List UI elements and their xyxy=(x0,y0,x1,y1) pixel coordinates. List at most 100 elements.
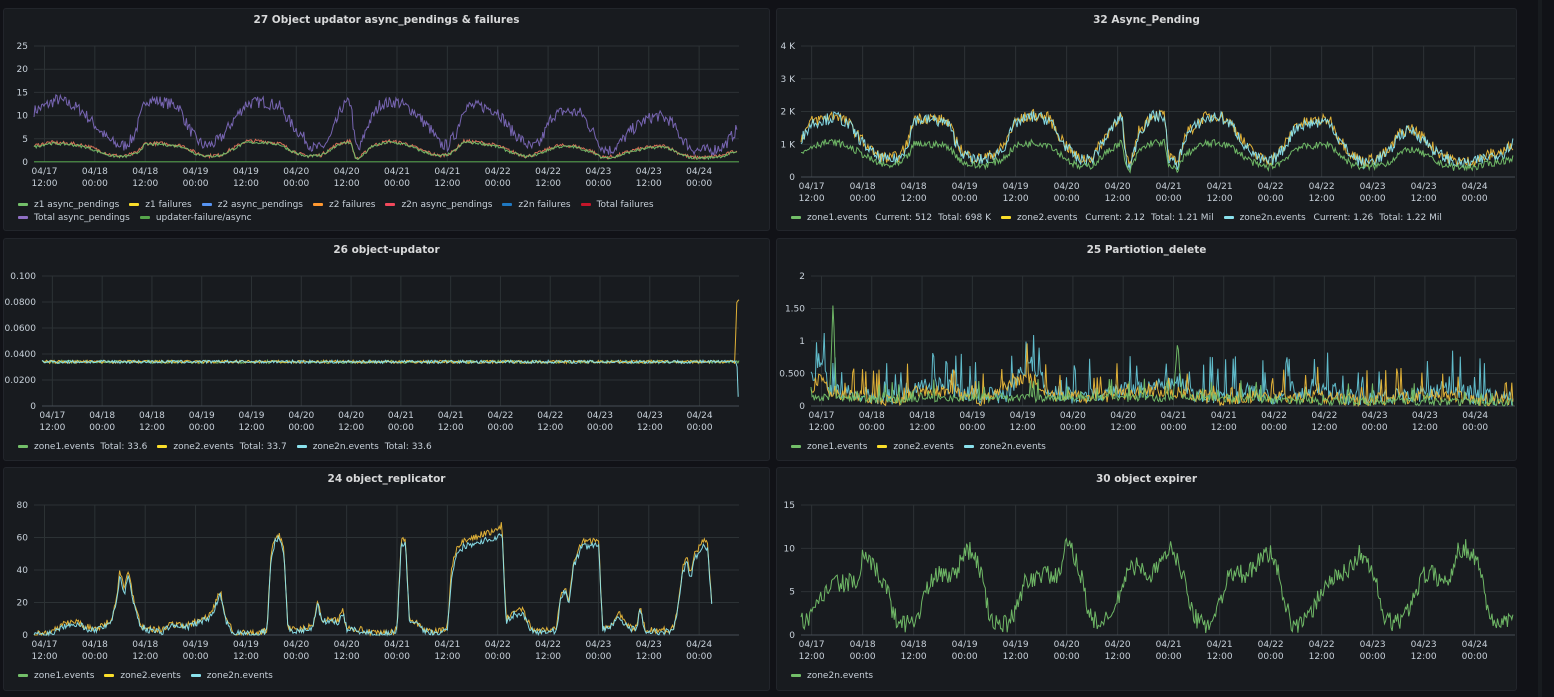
x-tick-date: 04/17 xyxy=(39,411,65,421)
x-tick-date: 04/21 xyxy=(434,167,460,177)
x-tick-time: 12:00 xyxy=(132,652,158,662)
legend-item[interactable]: zone2n.events Total: 33.6 xyxy=(296,441,432,454)
series-line-zone2n-events xyxy=(41,359,739,397)
y-tick-label: 0 xyxy=(30,402,36,412)
x-tick-date: 04/18 xyxy=(859,411,885,421)
legend-swatch xyxy=(104,674,115,677)
series-line-z2n-async-pendings xyxy=(33,138,738,161)
panel-partition-delete: 25 Partiotion_delete 0 0.500 1 1.50 2 04/17 12… xyxy=(776,238,1517,461)
legend-swatch xyxy=(18,445,28,448)
x-tick-time: 12:00 xyxy=(537,423,563,433)
scrollbar-track[interactable] xyxy=(1538,0,1542,697)
x-tick-time: 00:00 xyxy=(1360,194,1386,204)
x-tick-time: 00:00 xyxy=(585,652,611,662)
legend-item[interactable]: z2 async_pendings xyxy=(201,199,303,212)
x-tick-date: 04/22 xyxy=(1309,182,1335,192)
y-tick-label: 0.100 xyxy=(10,272,36,282)
x-tick-time: 00:00 xyxy=(1156,194,1182,204)
legend-item[interactable]: zone1.events xyxy=(18,670,94,683)
legend-item[interactable]: z2n async_pendings xyxy=(385,199,492,212)
series-line-zone1-events xyxy=(800,138,1514,174)
x-tick-time: 00:00 xyxy=(283,179,309,189)
x-tick-time: 12:00 xyxy=(1110,423,1136,433)
legend-item[interactable]: zone2.events xyxy=(104,670,181,683)
x-tick-date: 04/18 xyxy=(850,182,876,192)
legend-item[interactable]: zone2.events Current: 2.12 Total: 1.21 Mi… xyxy=(1001,212,1214,225)
legend-label: zone2.events xyxy=(893,442,954,452)
chart-svg: 0 5 10 15 04/17 12:00 04/18 00:00 04/18 12:00 04/1… xyxy=(784,501,1515,662)
x-tick-time: 00:00 xyxy=(183,179,209,189)
legend-item[interactable]: z1 async_pendings xyxy=(18,199,119,212)
series-line-total-async-pendings xyxy=(33,93,738,156)
x-tick-time: 00:00 xyxy=(850,194,876,204)
x-tick-time: 12:00 xyxy=(434,652,460,662)
legend-label: updater-failure/async xyxy=(155,213,252,223)
x-tick-time: 00:00 xyxy=(384,179,410,189)
legend-item[interactable]: zone2.events xyxy=(877,441,954,454)
panel-title[interactable]: 26 object-updator xyxy=(333,244,440,256)
x-tick-date: 04/22 xyxy=(537,411,563,421)
legend-item[interactable]: Total failures xyxy=(580,199,654,212)
legend-total: Total: 33.6 xyxy=(100,442,148,452)
legend-item[interactable]: zone1.events xyxy=(791,441,867,454)
legend-item[interactable]: zone2n.events xyxy=(190,670,273,683)
series-line-z2-async-pendings xyxy=(33,140,738,161)
legend-item[interactable]: z2n failures xyxy=(502,199,571,212)
legend-swatch xyxy=(877,445,888,448)
x-tick-time: 12:00 xyxy=(1412,423,1438,433)
series-line-zone2n-events xyxy=(800,109,1514,171)
legend-swatch xyxy=(313,203,323,206)
panel-object-replicator: 24 object_replicator 0 20 40 60 80 04/17 12:00… xyxy=(3,467,770,691)
legend-item[interactable]: z1 failures xyxy=(129,199,192,212)
x-tick-time: 12:00 xyxy=(1309,194,1335,204)
panel-title[interactable]: 24 object_replicator xyxy=(327,473,446,485)
y-tick-label: 15 xyxy=(17,88,28,98)
legend-swatch xyxy=(791,674,801,677)
x-tick-date: 04/23 xyxy=(1412,411,1438,421)
legend-item[interactable]: updater-failure/async xyxy=(139,212,252,225)
legend-item[interactable]: zone2n.events xyxy=(963,441,1046,454)
legend-item[interactable]: zone1.events Total: 33.6 xyxy=(18,441,147,454)
panel-title[interactable]: 27 Object updator async_pendings & failu… xyxy=(253,14,520,26)
x-tick-time: 00:00 xyxy=(686,179,712,189)
x-tick-time: 12:00 xyxy=(32,179,58,189)
x-tick-time: 00:00 xyxy=(183,652,209,662)
legend-label: zone2.events xyxy=(1017,213,1078,223)
x-tick-time: 12:00 xyxy=(1010,423,1036,433)
panel-object-updator-async-pendings: 27 Object updator async_pendings & failu… xyxy=(3,8,770,231)
legend-item[interactable]: Total async_pendings xyxy=(18,212,130,225)
x-tick-time: 12:00 xyxy=(636,179,662,189)
y-tick-label: 80 xyxy=(17,501,29,511)
x-tick-date: 04/18 xyxy=(89,411,115,421)
legend: zone1.events Total: 33.6 zone2.events Total… xyxy=(18,441,759,454)
legend-label: zone2n.events xyxy=(1239,213,1306,223)
panel-title[interactable]: 32 Async_Pending xyxy=(1093,14,1200,26)
y-tick-label: 4 K xyxy=(781,42,797,52)
x-tick-date: 04/17 xyxy=(799,182,825,192)
x-tick-time: 12:00 xyxy=(809,423,835,433)
x-tick-date: 04/18 xyxy=(139,411,165,421)
panel-object-expirer: 30 object expirer 0 5 10 15 04/17 12:00 04/18 0… xyxy=(776,467,1517,691)
legend-item[interactable]: zone2.events Total: 33.7 xyxy=(157,441,287,454)
chart-svg: 0 1 K 2 K 3 K 4 K 04/17 12:00 04/18 00:00 04/18 12… xyxy=(781,42,1515,204)
legend-item[interactable]: z2 failures xyxy=(313,199,375,212)
y-tick-label: 60 xyxy=(17,534,29,544)
x-tick-time: 00:00 xyxy=(485,652,511,662)
legend-item[interactable]: zone2n.events xyxy=(791,670,873,683)
x-tick-time: 12:00 xyxy=(32,652,58,662)
x-tick-date: 04/20 xyxy=(1105,640,1131,650)
legend-item[interactable]: zone2n.events Current: 1.26 Total: 1.22 M… xyxy=(1223,212,1442,225)
page-scrollbar[interactable] xyxy=(1528,0,1554,697)
panel-title[interactable]: 25 Partiotion_delete xyxy=(1086,244,1207,256)
x-tick-date: 04/20 xyxy=(288,411,314,421)
x-tick-date: 04/21 xyxy=(384,640,410,650)
x-tick-time: 00:00 xyxy=(1462,423,1488,433)
panel-title[interactable]: 30 object expirer xyxy=(1095,473,1198,485)
legend-item[interactable]: zone1.events Current: 512 Total: 698 K xyxy=(791,212,991,225)
series-line-zone2-events xyxy=(810,343,1514,407)
x-tick-time: 12:00 xyxy=(334,652,360,662)
series-line-zone2-events xyxy=(33,522,713,637)
y-tick-label: 5 xyxy=(789,588,795,598)
legend-swatch xyxy=(580,203,591,206)
x-tick-date: 04/21 xyxy=(1161,411,1187,421)
